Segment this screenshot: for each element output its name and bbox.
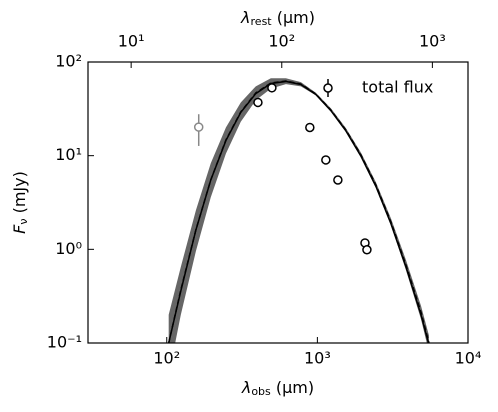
y-tick-label: 10⁰ xyxy=(55,239,82,258)
uncertainty-band xyxy=(168,78,429,343)
label-unit: (μm) xyxy=(271,378,314,397)
model-line xyxy=(167,80,430,343)
label-symbol: λ xyxy=(241,378,251,397)
x2-tick-label: 10³ xyxy=(419,32,446,51)
x-tick-label: 10⁴ xyxy=(455,349,482,368)
plot-frame xyxy=(87,61,469,344)
data-point xyxy=(193,122,204,132)
x2-tick-label: 10² xyxy=(268,32,295,51)
x2-label: λrest (μm) xyxy=(240,8,315,29)
label-unit: (μm) xyxy=(272,8,315,27)
legend-label: total flux xyxy=(362,78,433,97)
y-tick-label: 10⁻¹ xyxy=(47,333,82,352)
plot-area xyxy=(167,78,430,343)
label-symbol: F xyxy=(10,224,29,234)
y-tick-label: 10¹ xyxy=(55,145,82,164)
data-point xyxy=(333,175,343,185)
label-sub: ν xyxy=(17,218,30,224)
data-point xyxy=(321,155,331,165)
data-point xyxy=(253,97,263,108)
y-tick-label: 10² xyxy=(55,52,82,71)
x-label: λobs (μm) xyxy=(241,378,314,399)
data-point xyxy=(362,244,372,255)
label-symbol: λ xyxy=(240,8,250,27)
x-tick-label: 10³ xyxy=(304,349,331,368)
label-sub: rest xyxy=(251,15,273,28)
x-tick-label: 10² xyxy=(153,349,180,368)
label-sub: obs xyxy=(251,385,271,398)
data-point xyxy=(267,83,277,93)
model-line xyxy=(167,80,430,343)
legend-marker xyxy=(323,83,333,93)
data-point xyxy=(305,122,315,133)
label-unit: (mJy) xyxy=(10,171,29,218)
x2-tick-label: 10¹ xyxy=(118,32,145,51)
y-label: Fν (mJy) xyxy=(10,171,31,234)
